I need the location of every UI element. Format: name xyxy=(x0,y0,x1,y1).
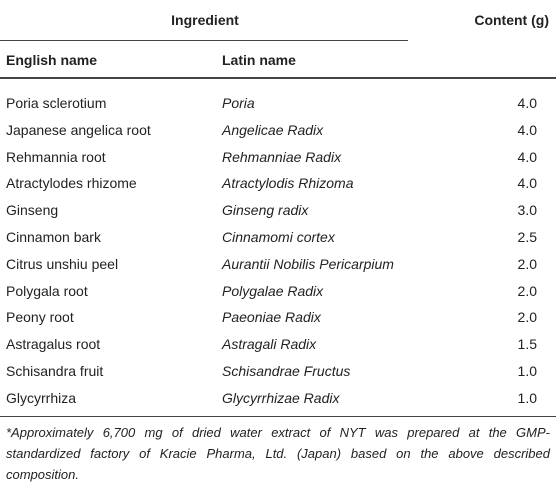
content-value: 3.0 xyxy=(517,202,537,219)
english-name: Astragalus root xyxy=(6,336,101,353)
english-name: Polygala root xyxy=(6,282,88,299)
footnote: *Approximately 6,700 mg of dried water e… xyxy=(6,425,550,482)
content-value: 1.5 xyxy=(517,336,537,353)
header-rule xyxy=(0,77,556,79)
bottom-rule xyxy=(0,416,556,417)
english-name: Glycyrrhiza xyxy=(6,389,77,406)
latin-name: Astragali Radix xyxy=(222,336,317,353)
english-name: Citrus unshiu peel xyxy=(6,255,119,272)
english-name: Cinnamon bark xyxy=(6,229,101,245)
content-value: 4.0 xyxy=(517,95,537,111)
latin-name: Poria xyxy=(222,95,255,111)
content-value: 2.0 xyxy=(517,282,537,299)
english-name: Schisandra fruit xyxy=(6,363,104,379)
content-value: 1.0 xyxy=(517,363,537,379)
latin-name: Rehmanniae Radix xyxy=(222,148,342,165)
latin-name: Atractylodis Rhizoma xyxy=(222,175,354,192)
content-value: 4.0 xyxy=(517,121,537,138)
group-header: Ingredient xyxy=(171,12,239,28)
english-name: Ginseng xyxy=(6,202,59,219)
content-value: 4.0 xyxy=(517,148,537,165)
english-name: Peony root xyxy=(6,309,74,326)
content-header: Content (g) xyxy=(474,12,549,28)
latin-name: Polygalae Radix xyxy=(222,282,324,299)
content-value: 2.0 xyxy=(517,309,537,326)
group-rule xyxy=(0,40,408,41)
english-name: Rehmannia root xyxy=(6,148,106,165)
content-value: 2.0 xyxy=(517,255,537,272)
latin-name: Glycyrrhizae Radix xyxy=(222,389,340,406)
english-name: Atractylodes rhizome xyxy=(6,175,137,192)
column-header: English name xyxy=(6,52,98,68)
latin-name: Angelicae Radix xyxy=(222,121,324,138)
english-name: Poria sclerotium xyxy=(6,95,107,111)
latin-name: Paeoniae Radix xyxy=(222,309,321,326)
latin-name: Cinnamomi cortex xyxy=(222,229,335,245)
latin-name: Schisandrae Fructus xyxy=(222,363,351,379)
content-value: 4.0 xyxy=(517,175,537,192)
content-value: 1.0 xyxy=(517,389,537,406)
english-name: Japanese angelica root xyxy=(6,121,151,138)
column-header: Latin name xyxy=(222,52,296,68)
latin-name: Aurantii Nobilis Pericarpium xyxy=(222,255,394,272)
latin-name: Ginseng radix xyxy=(222,202,309,219)
content-value: 2.5 xyxy=(517,229,537,245)
